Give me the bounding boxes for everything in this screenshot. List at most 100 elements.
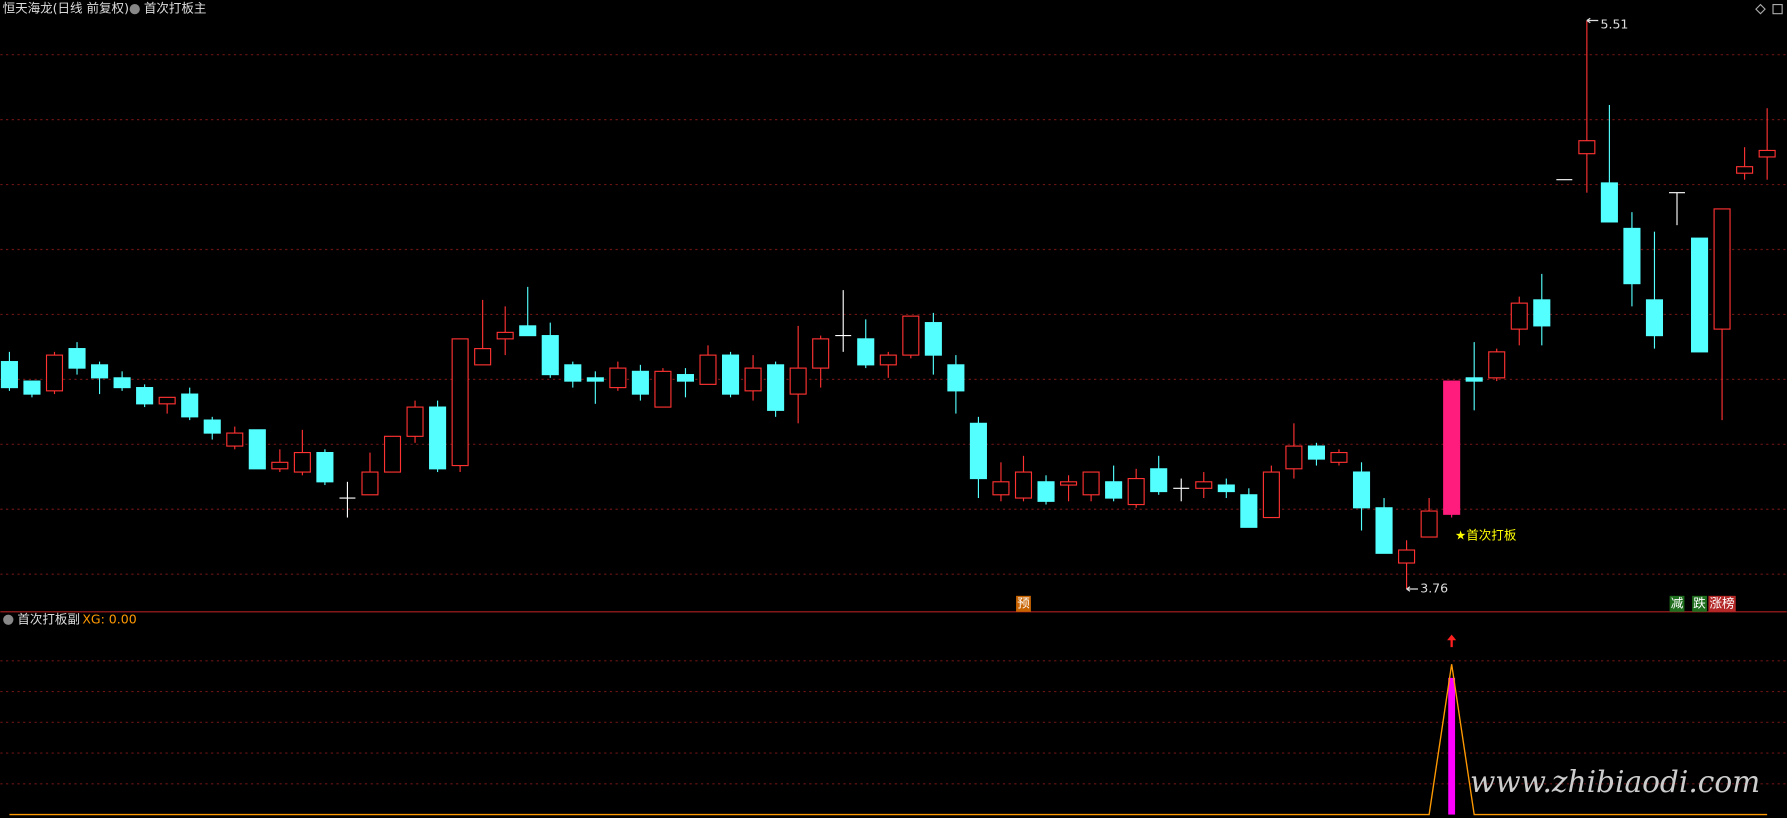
candle-body bbox=[969, 422, 987, 480]
watermark: www.zhibiaodi.com bbox=[1470, 765, 1760, 799]
candle-body bbox=[316, 451, 334, 483]
candle-body bbox=[0, 361, 18, 389]
low-pointer bbox=[1406, 586, 1418, 592]
candle-body bbox=[631, 370, 649, 395]
candle-body bbox=[1578, 140, 1596, 155]
candle-body bbox=[992, 481, 1010, 496]
candle-body bbox=[248, 429, 266, 470]
candle-body bbox=[361, 471, 379, 496]
marker-bg bbox=[1669, 595, 1685, 612]
marker: 预 bbox=[1017, 595, 1030, 610]
candle-body bbox=[857, 338, 875, 366]
candle-body bbox=[383, 435, 402, 473]
candle-body bbox=[203, 419, 221, 434]
indicator-icon[interactable] bbox=[3, 614, 14, 625]
candle-body bbox=[181, 393, 199, 418]
toolbar-icon[interactable] bbox=[1772, 3, 1783, 15]
candle-body bbox=[1465, 377, 1483, 382]
candle-body bbox=[1285, 445, 1303, 470]
candle-body bbox=[879, 354, 897, 366]
candle-body bbox=[519, 325, 537, 337]
candle-body bbox=[1082, 471, 1100, 496]
marker: 涨榜 bbox=[1710, 595, 1735, 610]
signal-bar bbox=[1448, 677, 1456, 815]
candle-body bbox=[541, 335, 559, 376]
candle-body bbox=[1105, 481, 1123, 499]
candle-body bbox=[293, 451, 311, 473]
candle-body bbox=[789, 367, 807, 395]
candle-body bbox=[947, 364, 965, 392]
candle-body bbox=[1037, 481, 1055, 502]
candle-body bbox=[1307, 445, 1325, 460]
candle-body bbox=[812, 338, 830, 369]
candle-body bbox=[902, 315, 920, 356]
marker: 跌 bbox=[1693, 595, 1706, 610]
candle-body bbox=[744, 367, 762, 392]
candle-body bbox=[1330, 451, 1348, 463]
candle-body bbox=[676, 374, 695, 382]
candle-body bbox=[654, 370, 672, 408]
low-label: 3.76 bbox=[1420, 581, 1448, 596]
candle-body bbox=[1375, 507, 1393, 554]
signal-arrow bbox=[1447, 634, 1457, 648]
candle-body bbox=[136, 387, 154, 405]
candle-body bbox=[1690, 237, 1709, 353]
candle-body bbox=[496, 331, 514, 340]
candle-body bbox=[451, 338, 469, 467]
candle-body bbox=[45, 354, 64, 392]
stock-title: 恒天海龙(日线 前复权) bbox=[3, 1, 129, 16]
candle-body bbox=[1443, 380, 1461, 515]
main-indicator-name: 首次打板主 bbox=[144, 1, 207, 16]
candle-body bbox=[271, 461, 289, 470]
candle-body bbox=[1398, 549, 1416, 564]
candle-body bbox=[1195, 481, 1213, 489]
signal-label: ★首次打板 bbox=[1455, 527, 1517, 542]
candle-body bbox=[1240, 494, 1258, 528]
sub-indicator-name: 首次打板副 bbox=[17, 611, 80, 626]
candle-body bbox=[1262, 471, 1280, 519]
marker-bg bbox=[1016, 595, 1031, 612]
candle-body bbox=[1510, 302, 1528, 330]
candle-body bbox=[1420, 510, 1438, 538]
high-pointer bbox=[1586, 17, 1599, 24]
candle-body bbox=[1600, 182, 1618, 223]
candle-body bbox=[699, 354, 717, 385]
candle-body bbox=[91, 364, 109, 379]
candle-body bbox=[113, 377, 131, 389]
marker: 减 bbox=[1671, 595, 1684, 610]
high-label: 5.51 bbox=[1601, 17, 1629, 32]
candle-body bbox=[1758, 149, 1776, 158]
candle-body bbox=[1533, 299, 1551, 327]
candle-body bbox=[23, 380, 41, 395]
candle-body bbox=[429, 406, 447, 470]
candle-body bbox=[924, 322, 942, 356]
candle-body bbox=[474, 348, 492, 366]
candle-body bbox=[1127, 477, 1145, 506]
candle-body bbox=[1014, 471, 1033, 499]
candle-body bbox=[406, 406, 424, 437]
sub-indicator-value: XG: 0.00 bbox=[82, 611, 136, 626]
xg-line bbox=[9, 664, 1768, 816]
candle-body bbox=[1352, 471, 1371, 509]
candle-body bbox=[68, 348, 86, 369]
candle-body bbox=[586, 377, 604, 382]
candle-body bbox=[564, 364, 582, 382]
candle-body bbox=[1736, 166, 1754, 174]
indicator-icon[interactable] bbox=[129, 3, 140, 15]
candle-body bbox=[721, 354, 740, 395]
candle-body bbox=[1060, 481, 1078, 486]
candle-body bbox=[1150, 468, 1168, 493]
candle-body bbox=[1488, 351, 1506, 379]
candle-body bbox=[1217, 484, 1235, 493]
candle-body bbox=[609, 367, 627, 389]
candle-body bbox=[767, 364, 785, 411]
marker-bg bbox=[1708, 595, 1736, 612]
candle-body bbox=[1713, 208, 1731, 330]
toolbar-icon[interactable] bbox=[1755, 3, 1766, 15]
candle-body bbox=[226, 432, 244, 447]
candle-body bbox=[1645, 299, 1664, 337]
candle-body bbox=[158, 396, 176, 405]
